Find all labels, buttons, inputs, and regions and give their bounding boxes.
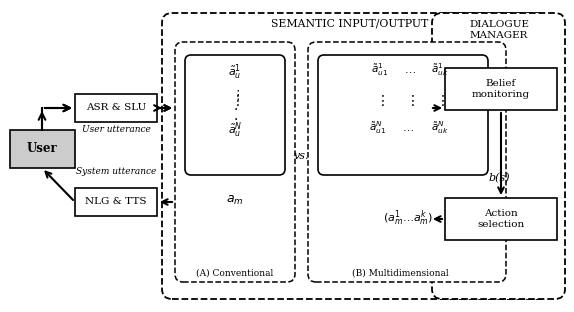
Bar <box>445 198 557 240</box>
FancyBboxPatch shape <box>318 55 488 175</box>
FancyBboxPatch shape <box>175 42 295 282</box>
Text: Belief
monitoring: Belief monitoring <box>472 79 530 100</box>
FancyBboxPatch shape <box>162 13 548 299</box>
Text: $\vdots$: $\vdots$ <box>435 92 445 108</box>
Text: (B) Multidimensional: (B) Multidimensional <box>352 269 448 277</box>
Text: $\vdots$: $\vdots$ <box>405 92 415 108</box>
Text: System utterance: System utterance <box>76 168 156 177</box>
Text: $\tilde{a}_u^N$: $\tilde{a}_u^N$ <box>228 120 242 140</box>
Text: $\tilde{a}_{u1}^1$: $\tilde{a}_{u1}^1$ <box>371 61 389 78</box>
Text: DIALOGUE
MANAGER: DIALOGUE MANAGER <box>469 20 529 40</box>
Bar <box>75 188 157 216</box>
Text: $\ldots$: $\ldots$ <box>404 65 416 75</box>
Bar <box>445 68 557 110</box>
Text: $\cdot$: $\cdot$ <box>232 101 238 115</box>
Text: vs.: vs. <box>293 151 309 161</box>
Text: User utterance: User utterance <box>82 125 150 134</box>
Text: Action
selection: Action selection <box>478 209 525 229</box>
Text: b(s): b(s) <box>488 173 510 183</box>
Text: User: User <box>26 143 57 155</box>
Text: (A) Conventional: (A) Conventional <box>196 269 274 277</box>
Bar <box>10 130 75 168</box>
Text: $\vdots$: $\vdots$ <box>230 92 240 108</box>
Text: $\tilde{a}_{uk}^1$: $\tilde{a}_{uk}^1$ <box>431 61 449 78</box>
FancyBboxPatch shape <box>185 55 285 175</box>
Text: $\tilde{a}_{uk}^N$: $\tilde{a}_{uk}^N$ <box>431 119 449 136</box>
Text: $\vdots$: $\vdots$ <box>231 88 239 102</box>
Text: $(a_m^1 \ldots a_m^k)$: $(a_m^1 \ldots a_m^k)$ <box>383 208 433 228</box>
Text: $\vdots$: $\vdots$ <box>375 92 385 108</box>
FancyBboxPatch shape <box>308 42 506 282</box>
Text: $\cdot$: $\cdot$ <box>232 111 238 125</box>
Text: NLG & TTS: NLG & TTS <box>86 197 147 207</box>
Text: ASR & SLU: ASR & SLU <box>86 104 146 113</box>
Text: SEMANTIC INPUT/OUTPUT: SEMANTIC INPUT/OUTPUT <box>272 19 429 29</box>
Bar <box>75 94 157 122</box>
FancyBboxPatch shape <box>432 13 565 299</box>
Text: $a_m$: $a_m$ <box>226 193 244 207</box>
Text: $\ldots$: $\ldots$ <box>402 123 414 133</box>
Text: $\tilde{a}_u^1$: $\tilde{a}_u^1$ <box>228 62 242 82</box>
Text: $\tilde{a}_{u1}^N$: $\tilde{a}_{u1}^N$ <box>370 119 386 136</box>
